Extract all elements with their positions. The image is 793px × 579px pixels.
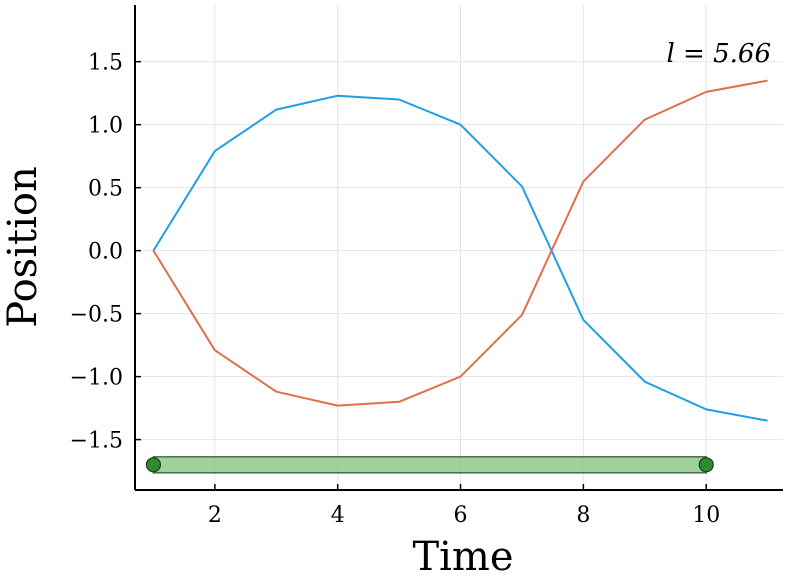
y-tick-label: 0.5	[88, 177, 123, 202]
y-tick-label: 1.0	[88, 114, 123, 139]
interval-start-marker	[145, 457, 162, 473]
x-tick-label: 4	[331, 503, 345, 528]
series-line-2	[152, 79, 768, 407]
length-annotation: l = 5.66	[666, 39, 771, 69]
grid-layer	[135, 5, 783, 490]
x-tick-label: 2	[208, 503, 222, 528]
y-tick-label: −1.5	[70, 429, 123, 454]
label-layer: 2 4 6 8 10 −1.5 −1.0 −0.5 0.0 0.5 1.0 1.5	[70, 51, 721, 528]
y-tick-label: −0.5	[70, 303, 123, 328]
interval-bar	[152, 456, 707, 474]
x-tick-label: 6	[454, 503, 468, 528]
interval-layer	[145, 456, 714, 474]
x-axis-title: Time	[412, 534, 513, 579]
x-tick-label: 10	[692, 503, 720, 528]
series-layer	[152, 79, 768, 422]
x-tick-label: 8	[576, 503, 590, 528]
y-tick-label: 0.0	[88, 240, 123, 265]
y-tick-label: 1.5	[88, 51, 123, 76]
interval-end-marker	[698, 457, 714, 473]
series-line-1	[152, 94, 768, 422]
axis-layer	[134, 5, 783, 491]
length-annotation-text: l = 5.66	[666, 39, 771, 69]
y-tick-label: −1.0	[70, 366, 123, 391]
y-axis-title: Position	[0, 166, 46, 327]
